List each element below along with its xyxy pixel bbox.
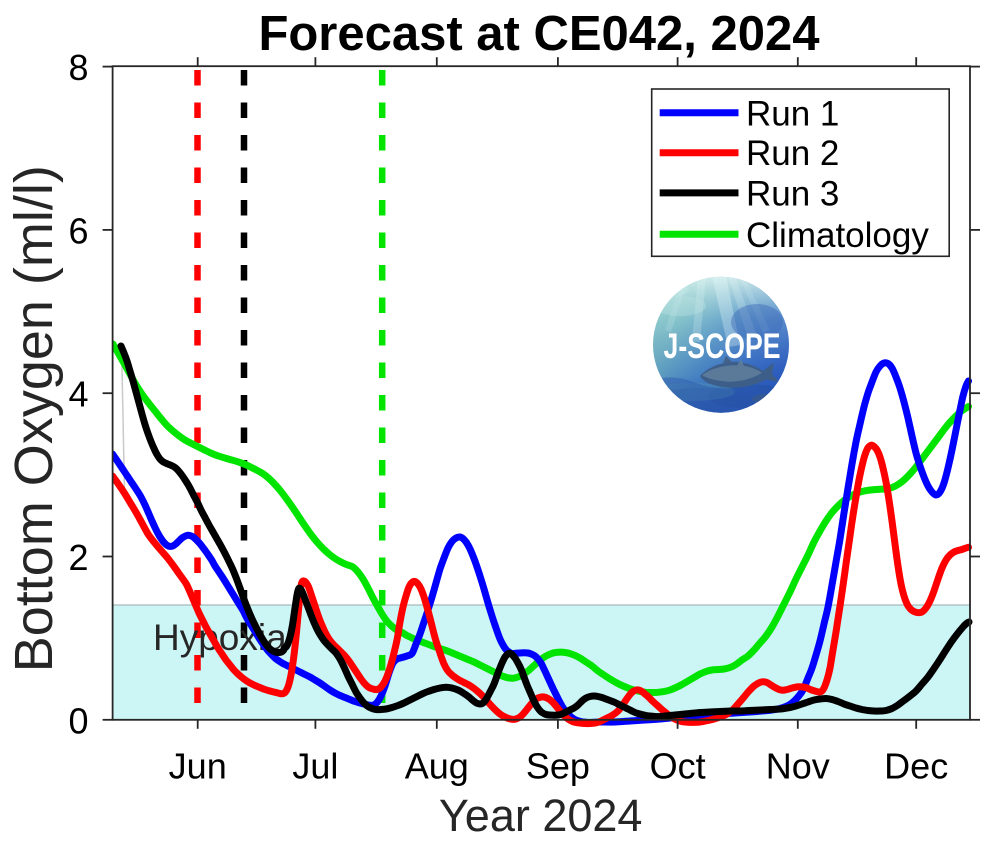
svg-text:6: 6	[68, 210, 88, 251]
svg-text:2: 2	[68, 537, 88, 578]
svg-text:0: 0	[68, 700, 88, 741]
svg-text:Oct: Oct	[650, 746, 706, 787]
svg-text:Dec: Dec	[884, 746, 948, 787]
svg-text:8: 8	[68, 47, 88, 88]
svg-text:J-SCOPE: J-SCOPE	[664, 327, 781, 366]
svg-text:Run 1: Run 1	[746, 94, 839, 133]
svg-text:Aug: Aug	[405, 746, 469, 787]
svg-text:Jun: Jun	[169, 746, 227, 787]
svg-text:Year 2024: Year 2024	[439, 790, 643, 841]
svg-text:Nov: Nov	[766, 746, 830, 787]
svg-text:Run 2: Run 2	[746, 134, 839, 173]
svg-text:4: 4	[68, 374, 88, 415]
svg-text:Sep: Sep	[526, 746, 590, 787]
svg-text:Forecast at CE042, 2024: Forecast at CE042, 2024	[258, 7, 819, 61]
svg-text:Run 3: Run 3	[746, 174, 839, 213]
svg-text:Climatology: Climatology	[746, 216, 929, 255]
svg-text:Jul: Jul	[292, 746, 338, 787]
svg-text:Bottom Oxygen (ml/l): Bottom Oxygen (ml/l)	[4, 165, 64, 672]
